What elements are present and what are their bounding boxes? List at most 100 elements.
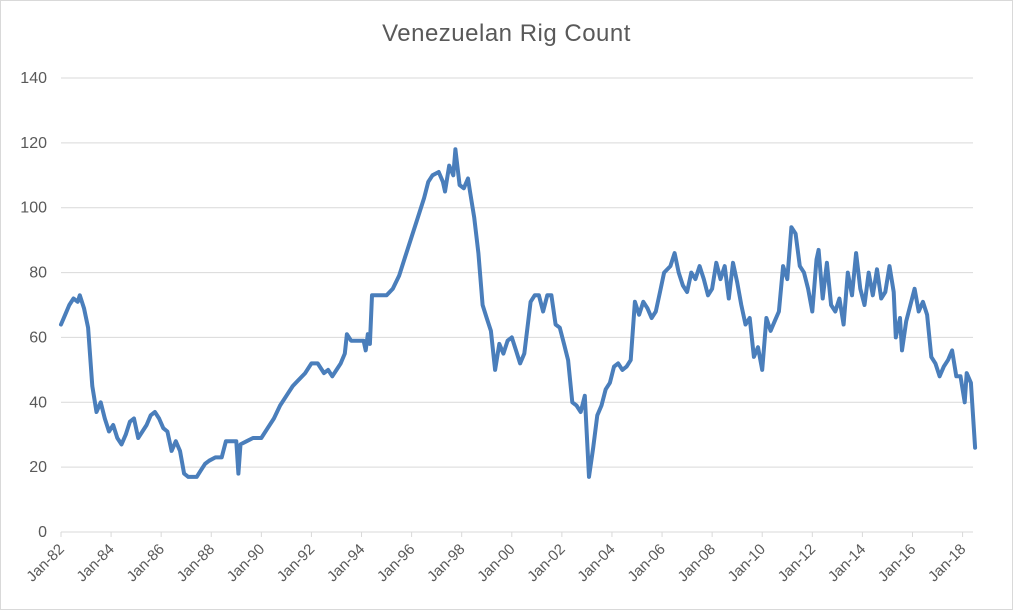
data-point [558,326,562,330]
x-tick-label: Jan-98 [424,541,468,585]
data-point [355,339,359,343]
data-point [875,267,879,271]
data-point [645,306,649,310]
data-point [416,215,420,219]
data-point [789,225,793,229]
data-point [950,348,954,352]
data-point [693,277,697,281]
data-point [67,303,71,307]
data-point [349,339,353,343]
y-tick-label: 0 [38,524,47,541]
data-point [723,264,727,268]
y-tick-label: 60 [29,329,47,346]
data-point [727,297,731,300]
data-point [963,400,967,404]
data-point [894,335,898,339]
data-point [744,323,747,326]
data-point [650,316,654,320]
data-point [662,271,666,275]
x-tick-label: Jan-16 [875,541,919,585]
data-point [533,293,537,297]
x-tick-label: Jan-12 [775,541,819,585]
data-point [422,196,426,200]
data-point [437,170,441,174]
data-point [854,251,858,255]
data-point [376,293,380,297]
x-tick-label: Jan-06 [624,541,668,585]
data-point [345,332,349,336]
data-point [846,271,850,275]
data-point [234,439,238,443]
series-layer [59,147,978,479]
data-point [625,365,629,369]
data-point [777,310,781,313]
data-point [441,180,445,184]
data-point [867,271,871,275]
data-point [132,417,136,420]
data-point [466,177,470,180]
data-point [658,290,662,294]
data-point [913,287,917,291]
data-point [453,147,457,151]
data-point [785,277,789,281]
data-point [794,232,798,236]
data-point [510,335,514,339]
data-point [115,436,119,440]
data-point [339,361,343,365]
data-point [748,316,752,320]
data-point [90,384,94,388]
data-point [537,293,541,297]
x-tick-label: Jan-10 [725,541,769,585]
y-tick-label: 20 [29,459,47,476]
data-point [587,475,591,479]
data-point [616,361,620,365]
data-point [837,297,841,300]
data-point [629,358,633,362]
data-point [506,339,510,343]
data-point [604,387,608,391]
data-point [938,374,942,378]
data-point [900,348,904,352]
data-point [706,293,710,297]
data-point [965,371,969,375]
data-point [157,417,161,420]
data-point [451,173,455,177]
data-point [821,297,825,300]
data-point [95,410,98,414]
data-point [833,310,837,313]
x-tick-label: Jan-02 [524,541,568,585]
data-point [595,413,599,417]
data-point [213,455,217,459]
data-point [637,313,641,317]
data-point [366,332,370,336]
data-point [583,394,587,398]
data-point [685,290,689,294]
data-point [888,264,891,268]
data-point [72,297,75,300]
data-point [145,423,149,427]
y-axis-ticks: 0 20 40 60 80 100 120 140 [20,70,47,541]
x-tick-label: Jan-00 [474,541,518,585]
data-point [518,361,522,365]
data-point [335,368,338,372]
data-point [760,368,764,372]
data-point [161,426,165,430]
data-point [719,277,722,281]
data-point [541,310,545,313]
data-point [82,306,86,310]
data-point [63,313,67,317]
data-point [493,368,497,372]
data-point [266,426,270,430]
data-point [165,430,169,433]
data-point [677,271,681,275]
x-tick-label: Jan-92 [274,541,318,585]
data-point [591,446,595,450]
x-tick-label: Jan-94 [324,541,368,585]
data-point [904,319,908,323]
data-point [802,271,806,275]
data-point [259,436,263,440]
data-point [497,342,501,346]
data-point [174,439,178,443]
data-point [921,300,925,304]
data-point [326,368,330,372]
